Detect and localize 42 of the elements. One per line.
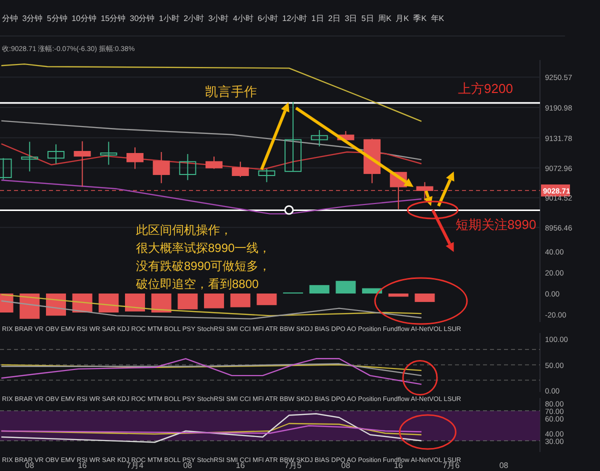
bar	[309, 285, 330, 294]
bar	[98, 294, 119, 313]
candlestick	[74, 140, 91, 188]
bar	[230, 294, 250, 308]
candlestick	[310, 130, 328, 147]
x-tick-label: 08	[25, 461, 35, 470]
x-tick-label: 08	[499, 461, 509, 470]
annotation: 凯言手作	[205, 84, 257, 99]
x-tick-label: 08	[341, 461, 351, 470]
x-tick-label: 16	[78, 461, 88, 470]
x-tick-label: 16	[236, 461, 246, 470]
x-tick-label: 7月6	[442, 461, 460, 470]
candlestick	[258, 168, 276, 183]
candlestick	[179, 154, 196, 181]
x-tick-label: 7月5	[284, 461, 302, 470]
x-tick-label: 16	[394, 461, 404, 470]
candlestick	[152, 151, 170, 184]
bar	[20, 294, 40, 319]
candlestick	[21, 141, 38, 172]
text: 分钟 3分钟 5分钟 10分钟 15分钟 30分钟 1小时 2小时 3小时 4小时 6小时 12小时 1日 2日 3日 5日 周K 月K 季K 年K	[2, 14, 445, 23]
candlestick	[232, 161, 249, 178]
x-tick-label: 7月4	[126, 461, 144, 470]
bar	[388, 294, 408, 297]
candlestick	[126, 146, 144, 170]
x-tick-label: 08	[183, 461, 193, 470]
bar	[178, 294, 198, 310]
annotation: 此区间伺机操作，	[136, 223, 232, 237]
annotation: 短期关注8990	[455, 217, 536, 232]
bar	[256, 294, 277, 306]
candlestick	[100, 141, 118, 166]
candlestick	[47, 144, 64, 164]
bar	[414, 294, 435, 302]
annotation: 破位即追空，看到8800	[135, 277, 260, 291]
annotation: 上方9200	[458, 81, 513, 96]
bar	[125, 294, 145, 312]
bar	[362, 288, 382, 294]
bar	[151, 294, 172, 313]
candlestick	[206, 156, 223, 170]
annotation: 很大概率试探8990一线，	[136, 241, 271, 255]
bar	[204, 294, 224, 308]
bar	[336, 280, 356, 294]
annotation: 没有跌破8990可做短多，	[136, 259, 271, 273]
